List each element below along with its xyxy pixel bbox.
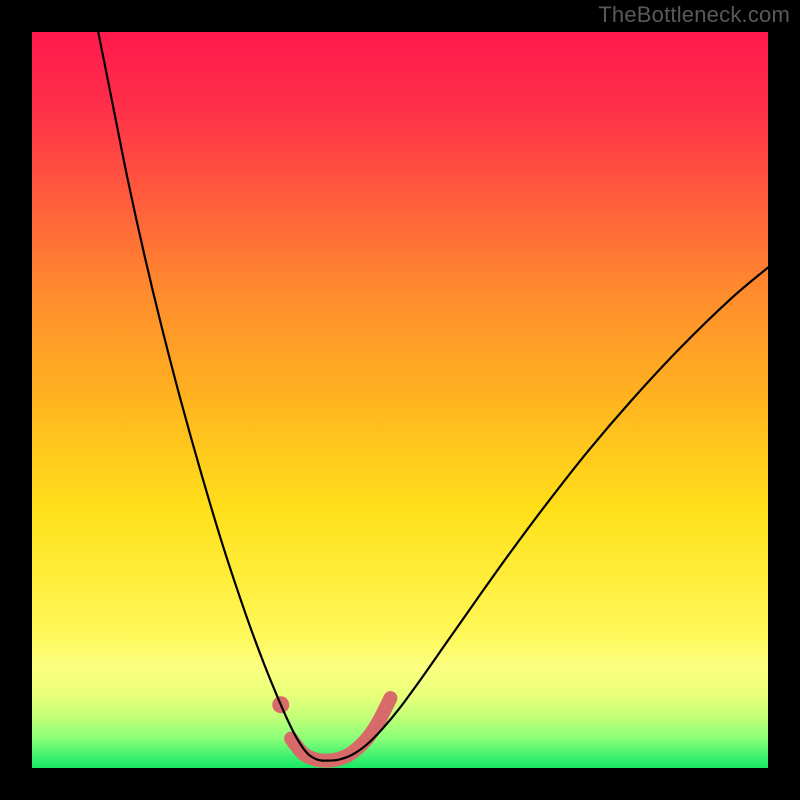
bottleneck-curve-chart [0,0,800,800]
plot-area-gradient [32,32,768,768]
watermark-text: TheBottleneck.com [598,2,790,28]
chart-container: TheBottleneck.com [0,0,800,800]
